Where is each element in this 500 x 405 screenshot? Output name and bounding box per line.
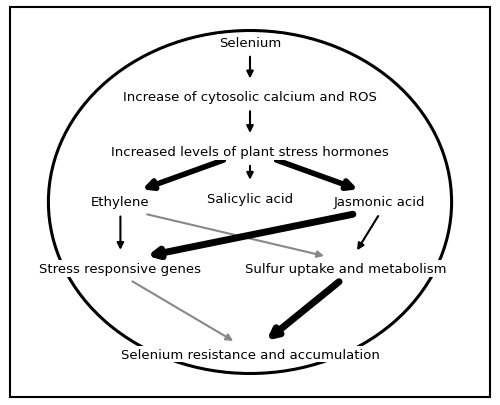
Text: Ethylene: Ethylene [91,196,150,209]
Text: Increase of cytosolic calcium and ROS: Increase of cytosolic calcium and ROS [123,91,377,104]
Text: Salicylic acid: Salicylic acid [207,192,293,205]
Text: Selenium resistance and accumulation: Selenium resistance and accumulation [120,347,380,360]
Text: Sulfur uptake and metabolism: Sulfur uptake and metabolism [245,262,447,275]
Text: Stress responsive genes: Stress responsive genes [40,262,202,275]
Text: Selenium: Selenium [219,36,281,49]
Text: Increased levels of plant stress hormones: Increased levels of plant stress hormone… [111,145,389,158]
Text: Jasmonic acid: Jasmonic acid [334,196,426,209]
